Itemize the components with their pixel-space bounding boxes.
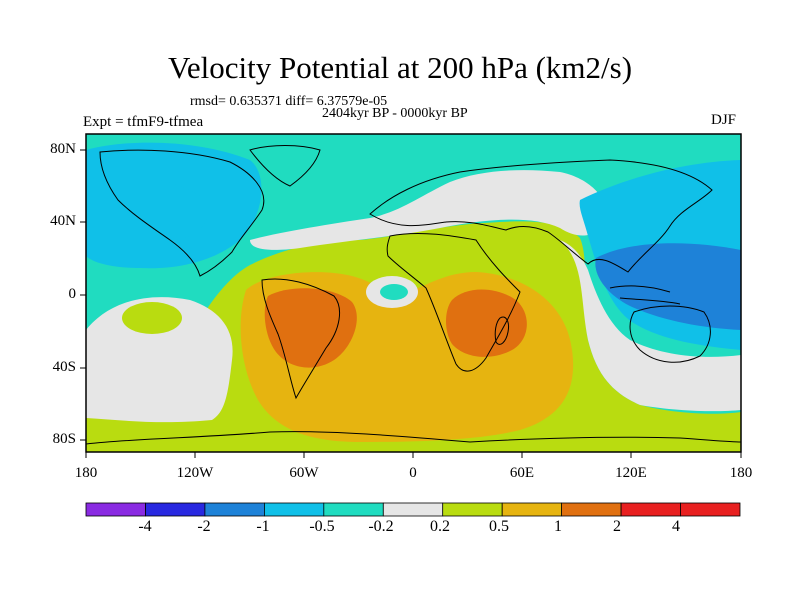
axis-ticks <box>80 149 742 458</box>
experiment-label: Expt = tfmF9-tfmea <box>83 114 204 130</box>
lat-tick-0: 0 <box>68 286 77 302</box>
colorbar-swatch <box>382 502 444 517</box>
coast-australia <box>629 305 711 363</box>
colorbar-label: -1 <box>256 518 270 535</box>
field-blue-asia <box>595 243 741 330</box>
field-cyan-gulf <box>380 284 408 300</box>
colorbar-swatch <box>680 502 741 517</box>
colorbar-label: 1 <box>554 518 562 535</box>
field-lime-pacific <box>122 302 182 334</box>
field-blue-pacific <box>86 176 208 245</box>
coast-africa <box>386 232 521 372</box>
colorbar-swatch <box>85 502 146 517</box>
colorbar <box>85 502 741 517</box>
colorbar-label: 0.2 <box>430 518 450 535</box>
lon-tick-120w: 120W <box>176 465 214 481</box>
coast-madagascar <box>494 316 509 345</box>
lat-tick-40s: 40S <box>52 359 76 375</box>
colorbar-label: -0.2 <box>368 518 394 535</box>
season-label: DJF <box>711 112 737 128</box>
field-orange-africa <box>446 289 527 357</box>
field-orange-america <box>264 288 357 368</box>
stats-label: rmsd= 0.635371 diff= 6.37579e-05 <box>190 94 388 109</box>
coast-indonesia <box>609 285 681 305</box>
coast-north-america <box>99 149 265 277</box>
period-label: 2404kyr BP - 0000kyr BP <box>322 106 468 121</box>
lat-tick-40n: 40N <box>50 213 76 229</box>
lon-tick-60e: 60E <box>509 465 535 481</box>
colorbar-swatch <box>145 502 206 517</box>
lon-tick-120e: 120E <box>615 465 647 481</box>
colorbar-swatch <box>501 502 563 517</box>
coast-eurasia <box>369 159 713 273</box>
chart-title: Velocity Potential at 200 hPa (km2/s) <box>167 50 633 85</box>
coastlines <box>86 145 741 445</box>
colorbar-swatch <box>204 502 265 517</box>
field-neutral-north <box>250 170 607 250</box>
colorbar-label: -2 <box>197 518 211 535</box>
coast-south-america <box>261 278 341 400</box>
colorbar-swatch <box>263 502 325 517</box>
colorbar-label: 2 <box>613 518 621 535</box>
colorbar-label: -0.5 <box>309 518 335 535</box>
field-neutral-west <box>86 297 233 423</box>
colorbar-label: 4 <box>672 518 680 535</box>
coast-antarctica <box>86 431 741 445</box>
lat-tick-80s: 80S <box>52 431 76 447</box>
lon-tick-60w: 60W <box>289 465 319 481</box>
colorbar-swatch <box>620 502 681 517</box>
colorbar-label: 0.5 <box>489 518 509 535</box>
field-neutral-east <box>560 240 741 412</box>
lon-tick-0: 0 <box>409 465 417 481</box>
lon-tick-180w: 180 <box>74 465 98 481</box>
colorbar-swatch <box>561 502 622 517</box>
lon-tick-180e: 180 <box>729 465 753 481</box>
colorbar-swatch <box>323 502 384 517</box>
lat-tick-80n: 80N <box>50 141 76 157</box>
colorbar-label: -4 <box>138 518 152 535</box>
map-plot-area <box>86 134 741 452</box>
coast-greenland <box>249 145 321 187</box>
colorbar-swatch <box>442 502 503 517</box>
